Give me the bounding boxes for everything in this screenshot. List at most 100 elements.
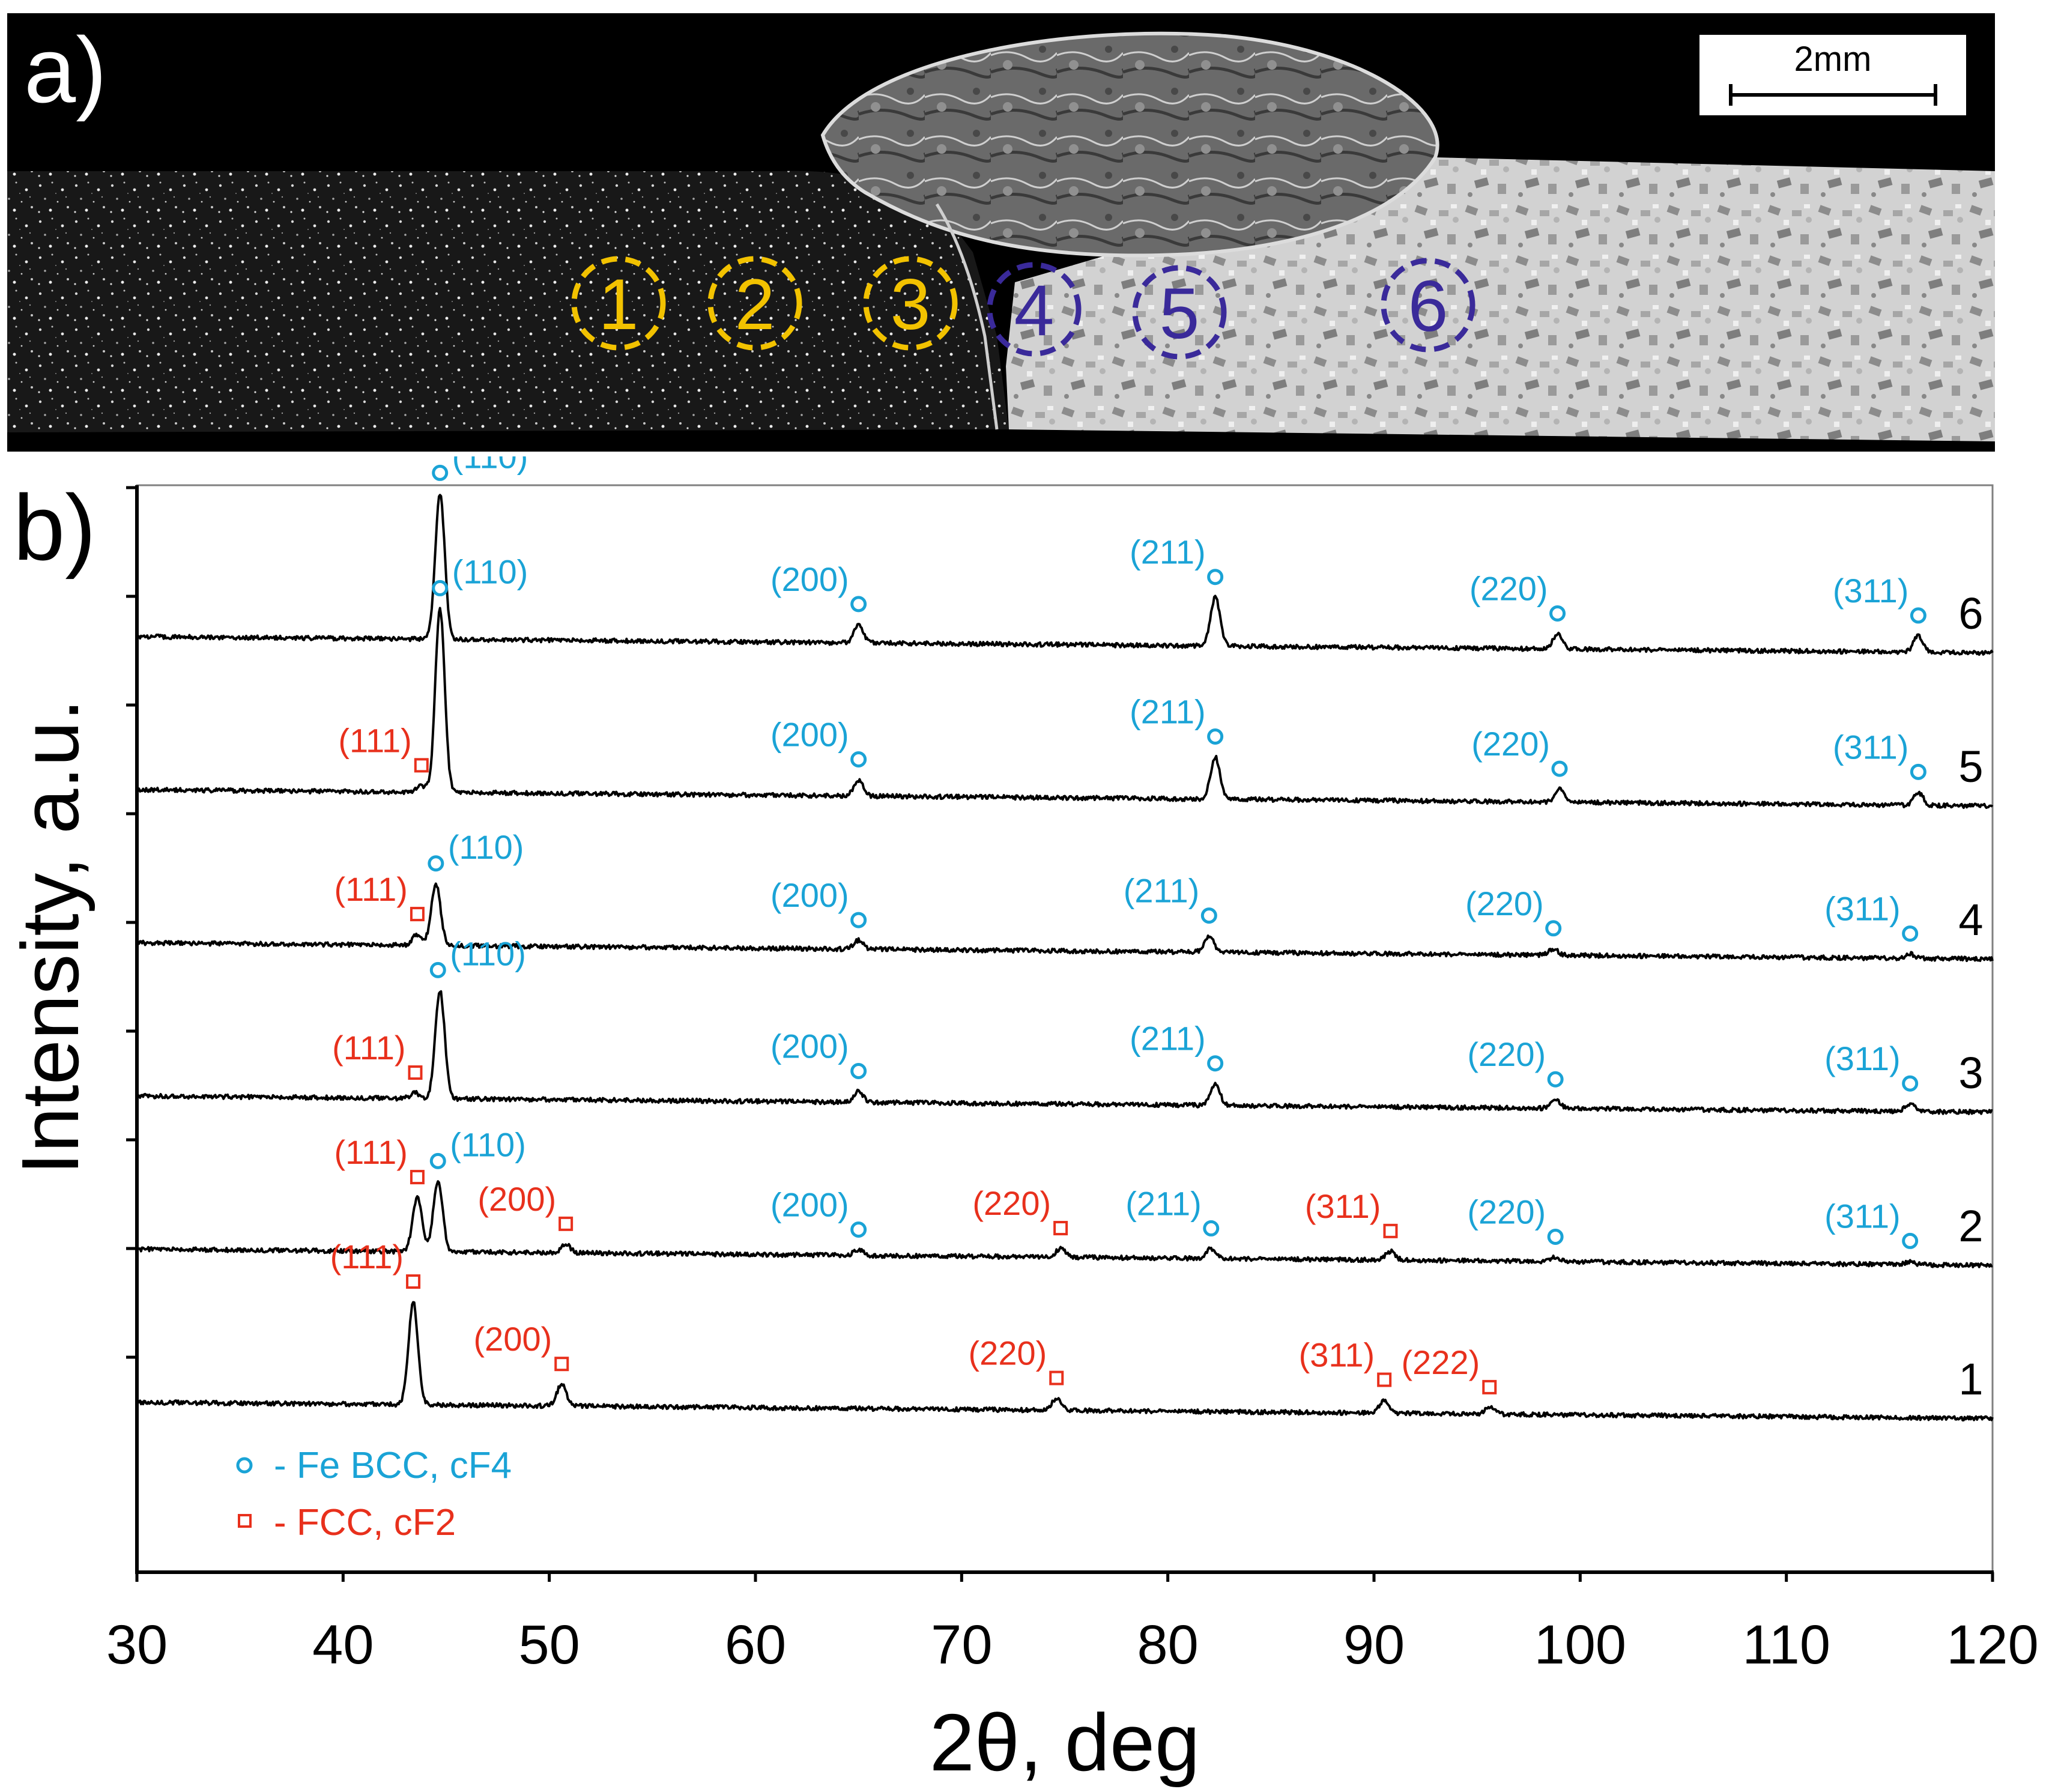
peak-label-fcc: (111) [334, 870, 408, 908]
legend-fcc-marker [238, 1514, 252, 1528]
bcc-peak-marker [429, 1152, 446, 1169]
peak-label-fcc: (222) [1402, 1343, 1480, 1381]
peak-label-bcc: (110) [450, 1125, 526, 1163]
x-axis-ticks [135, 1572, 1994, 1582]
x-tick-label: 110 [1742, 1614, 1830, 1675]
x-axis-label: 2θ, deg [930, 1697, 1200, 1788]
zone-4: 4 [987, 262, 1082, 357]
zone-6-label: 6 [1408, 266, 1448, 347]
bcc-peak-marker [1902, 1232, 1919, 1249]
peak-label-bcc: (211) [1124, 872, 1200, 910]
peak-annotations: (110) (200) (211) (220) (311) (111) (110) (200)… [330, 456, 1926, 1394]
x-tick-label: 30 [106, 1614, 168, 1675]
bcc-peak-marker [1902, 1075, 1919, 1092]
peak-label-bcc: (211) [1130, 692, 1206, 730]
fcc-peak-marker [554, 1357, 569, 1372]
peak-label-bcc: (110) [450, 934, 526, 972]
zone-6: 6 [1381, 258, 1475, 353]
bcc-peak-marker [1207, 728, 1224, 745]
peak-label-fcc: (220) [969, 1334, 1047, 1372]
fcc-peak-marker [410, 907, 425, 922]
zone-3: 3 [863, 256, 958, 351]
bcc-peak-marker [1547, 1071, 1564, 1088]
series-label-5: 5 [1958, 742, 1983, 792]
peak-label-bcc: (311) [1824, 890, 1901, 928]
peak-label-fcc: (111) [338, 721, 411, 759]
x-tick-label: 70 [931, 1614, 992, 1675]
peak-label-bcc: (220) [1471, 725, 1550, 763]
fcc-peak-marker [1482, 1379, 1497, 1394]
legend-fcc-label: - FCC, cF2 [274, 1502, 456, 1543]
x-tick-label: 120 [1946, 1614, 2039, 1675]
zone-1-label: 1 [599, 264, 639, 345]
zone-1: 1 [571, 256, 666, 351]
xrd-pattern-5 [136, 607, 1994, 810]
peak-label-bcc: (220) [1467, 1193, 1546, 1230]
x-tick-label: 50 [518, 1614, 580, 1675]
peak-label-fcc: (111) [334, 1133, 408, 1171]
peak-label-bcc: (220) [1469, 569, 1548, 607]
peak-label-fcc: (311) [1305, 1187, 1381, 1225]
zone-5-label: 5 [1160, 273, 1200, 354]
bcc-peak-marker [1549, 605, 1566, 622]
xrd-pattern-1 [136, 1301, 1994, 1421]
bcc-peak-marker [1545, 920, 1562, 937]
bcc-peak-marker [850, 1221, 867, 1238]
peak-label-bcc: (110) [452, 456, 528, 475]
peak-label-fcc: (311) [1299, 1336, 1375, 1374]
bcc-peak-marker [432, 464, 449, 481]
zone-4-label: 4 [1014, 270, 1055, 351]
series-group: 6 5 4 3 2 1 [136, 494, 1994, 1421]
fcc-peak-marker [1377, 1372, 1392, 1387]
zone-5: 5 [1132, 265, 1227, 360]
bcc-peak-marker [850, 596, 867, 613]
bcc-peak-marker [1207, 1055, 1224, 1072]
plot-frame [136, 484, 1994, 1573]
peak-label-bcc: (110) [448, 828, 524, 866]
xrd-pattern-6 [136, 494, 1994, 656]
fcc-peak-marker [558, 1216, 574, 1231]
peak-label-bcc: (311) [1824, 1040, 1901, 1077]
peak-label-bcc: (311) [1833, 572, 1909, 610]
bcc-peak-marker [1551, 760, 1568, 777]
fcc-peak-marker [1383, 1223, 1398, 1238]
zone-2-label: 2 [735, 264, 775, 345]
bcc-peak-marker [850, 1063, 867, 1079]
zone-2: 2 [707, 256, 802, 351]
series-label-2: 2 [1958, 1201, 1983, 1251]
peak-label-fcc: (111) [330, 1238, 404, 1276]
peak-label-fcc: (200) [474, 1320, 552, 1358]
xrd-pattern-4 [136, 882, 1994, 962]
series-label-1: 1 [1958, 1354, 1983, 1404]
fcc-peak-marker [406, 1274, 421, 1289]
legend-bcc-marker [236, 1457, 253, 1474]
bcc-peak-marker [1902, 925, 1919, 942]
peak-label-fcc: (200) [477, 1180, 556, 1218]
fcc-peak-marker [410, 1170, 425, 1185]
x-tick-label: 100 [1534, 1614, 1627, 1675]
peak-label-bcc: (211) [1130, 1020, 1206, 1058]
x-tick-label: 80 [1137, 1614, 1198, 1675]
bcc-peak-marker [1547, 1228, 1564, 1245]
series-label-6: 6 [1958, 589, 1983, 638]
scale-bar-label: 2mm [1794, 40, 1872, 79]
peak-label-bcc: (211) [1130, 533, 1206, 571]
bcc-peak-marker [1910, 607, 1926, 624]
peak-label-bcc: (211) [1125, 1184, 1202, 1222]
legend: - Fe BCC, cF4 - FCC, cF2 [236, 1445, 512, 1543]
x-tick-label: 90 [1343, 1614, 1405, 1675]
left-base-metal [7, 171, 1009, 432]
weld-micrograph: a) 2mm 1 2 3 4 5 6 [7, 13, 1995, 452]
bcc-peak-marker [850, 912, 867, 928]
weld-bead [820, 31, 1439, 258]
peak-label-fcc: (220) [972, 1184, 1051, 1222]
xrd-pattern-2 [136, 1180, 1993, 1268]
fcc-peak-marker [408, 1065, 423, 1080]
right-base-metal [1006, 157, 1995, 441]
peak-label-bcc: (220) [1465, 885, 1544, 922]
peak-label-bcc: (110) [452, 552, 528, 590]
scale-bar: 2mm [1699, 35, 1966, 115]
panel-b-label: b) [13, 476, 96, 580]
bcc-peak-marker [429, 961, 446, 978]
